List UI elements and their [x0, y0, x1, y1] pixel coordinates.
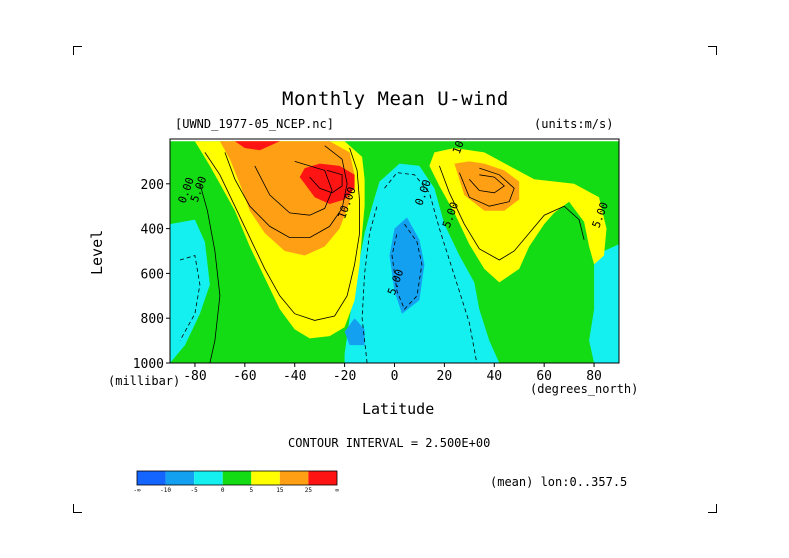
fill-region-red-0 — [234, 141, 280, 151]
y-tick-label-0: 200 — [141, 178, 164, 193]
y-tick-label-2: 600 — [141, 267, 164, 282]
fill-region-blue-0 — [389, 217, 425, 314]
crop-mark-top-right — [708, 46, 717, 55]
fill-region-blue-1 — [344, 318, 365, 346]
x-tick-label-8: 80 — [586, 369, 602, 384]
contour-line-5 — [204, 147, 361, 321]
colorbar-label-1: -10 — [160, 487, 171, 494]
x-tick-label-0: -80 — [183, 369, 206, 384]
dataset-label: [UWND_1977-05_NCEP.nc] — [175, 117, 334, 131]
contour-line-11 — [469, 174, 505, 194]
y-tick-label-4: 1000 — [133, 357, 164, 372]
colorbar-swatch-6 — [308, 471, 337, 485]
colorbar-swatch-1 — [165, 471, 195, 485]
x-tick-label-3: -20 — [333, 369, 356, 384]
fill-region-cyan-2 — [589, 244, 619, 363]
filled-contours — [170, 141, 619, 363]
colorbar-label-6: 25 — [305, 487, 313, 494]
contour-line-3 — [361, 206, 378, 363]
colorbar: -∞ -10 -5 0 5 15 25 ∞ — [133, 470, 339, 494]
chart-title: Monthly Mean U-wind — [282, 88, 509, 110]
contour-line-4 — [199, 183, 221, 363]
x-tick-label-4: 0 — [391, 369, 399, 384]
x-tick-label-1: -60 — [233, 369, 256, 384]
crop-mark-bottom-right — [708, 504, 717, 513]
x-tick-label-7: 60 — [536, 369, 552, 384]
contour-line-9 — [439, 165, 585, 261]
x-tick-label-5: 20 — [437, 369, 453, 384]
fill-region-red-1 — [299, 163, 355, 204]
fill-region-cyan-0 — [170, 219, 210, 363]
colorbar-label-0: -∞ — [133, 487, 141, 494]
colorbar-frame — [136, 470, 338, 486]
x-axis-title: Latitude — [362, 400, 435, 418]
fill-region-orange-1 — [454, 161, 520, 211]
colorbar-label-7: ∞ — [335, 487, 339, 494]
x-axis-units: (degrees_north) — [530, 382, 639, 396]
colorbar-swatch-4 — [251, 471, 280, 485]
colorbar-swatch-2 — [194, 471, 223, 485]
crop-mark-top-left — [73, 46, 82, 55]
contour-line-6 — [224, 145, 348, 239]
colorbar-label-4: 5 — [249, 487, 253, 494]
colorbar-swatch-3 — [222, 471, 252, 485]
contour-lines — [179, 145, 585, 363]
y-axis-ticks: 200 400 600 800 1000 — [133, 178, 170, 372]
units-label: (units:m/s) — [534, 117, 614, 131]
mean-longitude-label: (mean) lon:0..357.5 — [490, 475, 628, 489]
contour-line-10 — [459, 167, 515, 207]
contour-line-2 — [384, 172, 478, 363]
y-tick-label-1: 400 — [141, 223, 164, 238]
colorbar-label-5: 15 — [276, 487, 284, 494]
crop-mark-bottom-left — [73, 504, 82, 513]
y-tick-label-3: 800 — [141, 312, 164, 327]
contour-line-8 — [309, 170, 343, 194]
x-tick-label-2: -40 — [283, 369, 306, 384]
contour-line-7 — [254, 161, 333, 216]
colorbar-label-2: -5 — [191, 487, 199, 494]
x-tick-label-6: 40 — [486, 369, 502, 384]
contour-interval-label: CONTOUR INTERVAL = 2.500E+00 — [288, 436, 491, 450]
colorbar-swatch-5 — [279, 471, 309, 485]
contour-line-0 — [391, 223, 423, 310]
x-axis-ticks: -80 -60 -40 -20 0 20 40 60 80 — [183, 363, 602, 384]
colorbar-swatch-0 — [137, 471, 166, 485]
contour-line-1 — [179, 254, 201, 341]
y-axis-units: (millibar) — [108, 374, 181, 388]
colorbar-label-3: 0 — [221, 487, 225, 494]
